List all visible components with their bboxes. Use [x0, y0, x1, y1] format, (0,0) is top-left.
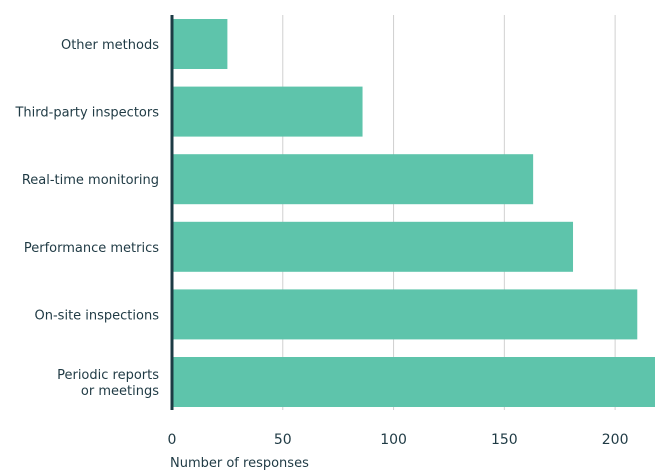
category-label-3: Performance metrics: [24, 241, 159, 256]
bar-1: [172, 86, 363, 137]
x-axis-title: Number of responses: [170, 456, 309, 471]
category-label-4: On-site inspections: [35, 308, 160, 323]
category-label-1: Third-party inspectors: [14, 106, 159, 121]
bar-0: [172, 19, 228, 69]
category-label-5-line-0: Periodic reports: [57, 368, 159, 383]
grid-lines: [282, 15, 616, 410]
x-tick-labels: 0 50 100 150 200: [168, 432, 629, 448]
bar-4: [172, 289, 638, 340]
x-tick-label-150: 150: [491, 432, 518, 448]
x-tick-label-200: 200: [602, 432, 629, 448]
category-label-2: Real-time monitoring: [22, 173, 159, 188]
x-tick-label-0: 0: [168, 432, 177, 448]
bar-5: [172, 357, 655, 407]
bar-3: [172, 221, 574, 272]
bar-2: [172, 154, 534, 205]
x-tick-label-50: 50: [274, 432, 292, 448]
category-label-5-line-1: or meetings: [81, 384, 159, 399]
bars: [172, 19, 655, 407]
x-tick-label-100: 100: [380, 432, 407, 448]
category-label-0: Other methods: [61, 38, 159, 53]
category-labels: Other methods Third-party inspectors Real-…: [14, 38, 159, 399]
